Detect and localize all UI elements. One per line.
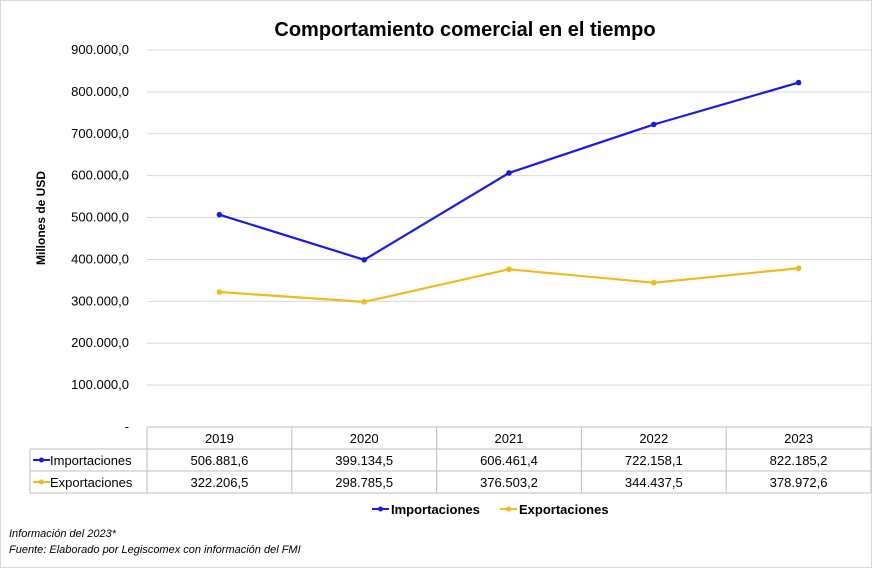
data-table-value: 298.785,5 (335, 475, 393, 490)
data-table-value: 506.881,6 (190, 453, 248, 468)
y-tick-label: 100.000,0 (71, 377, 129, 392)
series-lines (216, 79, 802, 305)
data-point (361, 299, 368, 305)
table-series-key-marker (39, 479, 44, 485)
footnote-info: Información del 2023* (9, 528, 117, 540)
data-table-value: 376.503,2 (480, 475, 538, 490)
series-importaciones (216, 79, 802, 263)
legend-label: Importaciones (391, 502, 480, 517)
data-point (795, 265, 802, 272)
x-tick-label: 2022 (639, 431, 668, 446)
data-point (651, 121, 657, 128)
data-table-value: 822.185,2 (770, 453, 828, 468)
x-tick-label: 2021 (495, 431, 524, 446)
y-tick-label: 500.000,0 (71, 210, 129, 225)
data-point (216, 289, 223, 295)
table-series-key-marker (39, 457, 44, 463)
gridlines (147, 49, 871, 386)
y-tick-label: 800.000,0 (71, 84, 129, 99)
data-point (651, 279, 657, 286)
data-point (506, 266, 512, 273)
data-point (795, 79, 802, 86)
y-tick-label: 300.000,0 (71, 293, 129, 308)
data-table: 2019 2020 2021 2022 2023 Importaciones 506.881… (29, 426, 872, 494)
y-axis-ticks: - 100.000,0 200.000,0 300.000,0 400.000,0 500… (71, 42, 129, 434)
y-tick-label: 600.000,0 (71, 168, 129, 183)
data-table-value: 606.461,4 (480, 453, 538, 468)
y-tick-label: 200.000,0 (71, 335, 129, 350)
data-point (361, 257, 368, 263)
x-tick-label: 2020 (350, 431, 379, 446)
y-tick-label: 400.000,0 (71, 251, 129, 266)
table-series-name: Importaciones (50, 453, 132, 468)
legend-label: Exportaciones (519, 502, 609, 517)
data-table-value: 322.206,5 (190, 475, 248, 490)
series-exportaciones (216, 265, 802, 305)
legend: Importaciones Exportaciones (372, 502, 609, 517)
table-series-name: Exportaciones (50, 475, 133, 490)
chart-title: Comportamiento comercial en el tiempo (274, 19, 655, 41)
x-tick-label: 2023 (784, 431, 813, 446)
data-table-value: 722.158,1 (625, 453, 683, 468)
data-point (216, 211, 223, 218)
data-table-value: 378.972,6 (770, 475, 828, 490)
data-point (506, 170, 512, 176)
data-table-value: 399.134,5 (335, 453, 393, 468)
legend-key-marker (378, 506, 383, 512)
footnote-source: Fuente: Elaborado por Legiscomex con inf… (9, 544, 301, 556)
series-line (219, 267, 799, 303)
y-axis-label: Millones de USD (34, 171, 48, 265)
data-table-value: 344.437,5 (625, 475, 683, 490)
x-tick-label: 2019 (205, 431, 234, 446)
y-tick-label: 700.000,0 (71, 126, 129, 141)
y-tick-label: 900.000,0 (71, 42, 129, 57)
legend-key-marker (506, 506, 511, 512)
y-tick-label: - (125, 419, 129, 434)
